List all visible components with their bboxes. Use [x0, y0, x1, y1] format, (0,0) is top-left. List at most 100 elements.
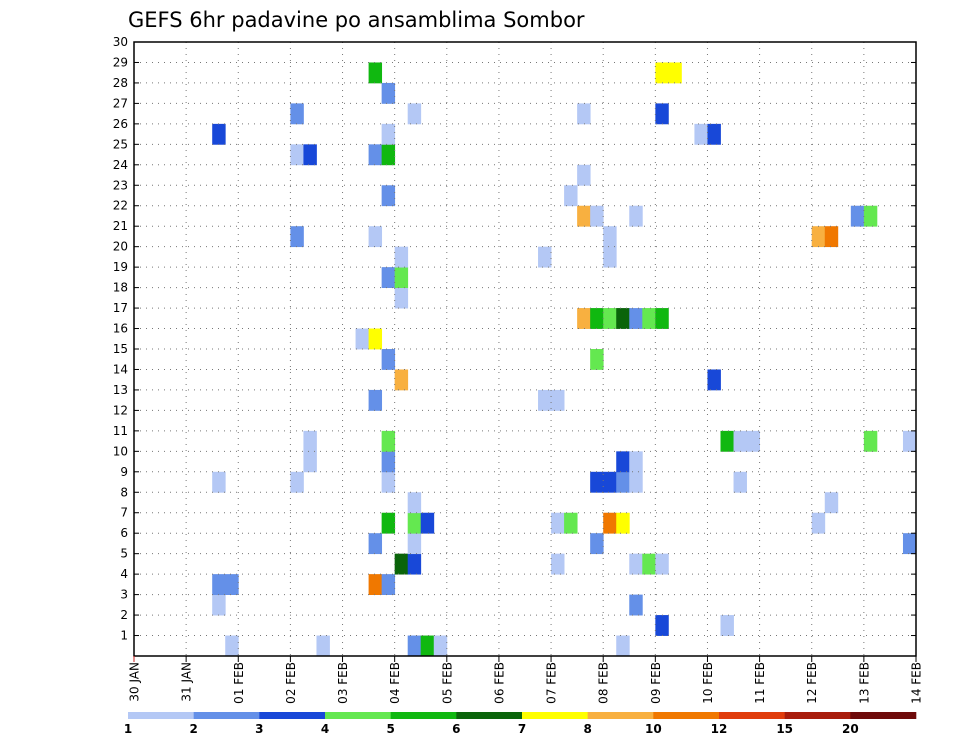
heatmap-cell: [225, 635, 239, 657]
heatmap-cell: [381, 267, 396, 288]
heatmap-cell: [407, 103, 422, 125]
heatmap-cell: [655, 62, 669, 84]
heatmap-cell: [655, 553, 669, 575]
colorbar-label: 4: [321, 722, 329, 736]
y-tick-label: 17: [113, 301, 128, 315]
heatmap-cell: [707, 123, 721, 145]
heatmap-cell: [407, 635, 422, 657]
heatmap-cell: [212, 123, 226, 145]
y-tick-label: 28: [113, 76, 128, 90]
colorbar-segment: [522, 712, 588, 719]
heatmap-cell: [577, 205, 591, 227]
y-tick-label: 3: [120, 588, 128, 602]
heatmap-cell: [433, 635, 448, 657]
colorbar-segment: [850, 712, 917, 719]
heatmap-cell: [381, 185, 396, 207]
heatmap-cell: [381, 123, 396, 145]
heatmap-cell: [407, 492, 422, 514]
heatmap-cell: [616, 308, 630, 329]
heatmap-cell: [629, 471, 643, 493]
y-tick-label: 16: [113, 322, 128, 336]
heatmap-cell: [368, 574, 383, 595]
y-tick-label: 4: [120, 567, 128, 581]
heatmap-cell: [368, 533, 383, 555]
colorbar-label: 7: [518, 722, 526, 736]
y-tick-label: 21: [113, 219, 128, 233]
colorbar-segment: [390, 712, 457, 719]
heatmap-cell: [577, 103, 591, 125]
heatmap-cell: [290, 226, 304, 248]
heatmap-cell: [603, 246, 617, 268]
heatmap-cell: [629, 451, 643, 473]
y-axis: 1234567891011121314151617181920212223242…: [113, 35, 916, 643]
heatmap-cell: [303, 430, 317, 452]
heatmap-cell: [590, 533, 604, 555]
heatmap-cell: [407, 553, 422, 575]
y-tick-label: 12: [113, 403, 128, 417]
heatmap-cell: [616, 451, 630, 473]
y-tick-label: 6: [120, 526, 128, 540]
x-tick-label: 05 FEB: [440, 662, 454, 704]
heatmap-cell: [603, 226, 617, 248]
heatmap-cell: [733, 430, 747, 452]
colorbar-label: 12: [711, 722, 728, 736]
heatmap-cell: [564, 185, 578, 207]
heatmap-cell: [381, 451, 396, 473]
heatmap-cell: [368, 144, 383, 166]
x-tick-label: 30 JAN: [128, 662, 142, 702]
heatmap-cell: [394, 553, 409, 575]
heatmap-cell: [564, 512, 578, 534]
heatmap-cell: [655, 103, 669, 125]
x-tick-label: 04 FEB: [388, 662, 402, 704]
heatmap-cell: [902, 430, 917, 452]
x-tick-label: 13 FEB: [857, 662, 871, 704]
colorbar-label: 15: [776, 722, 793, 736]
x-tick-label: 02 FEB: [284, 662, 298, 704]
heatmap-cell: [746, 430, 760, 452]
heatmap-cell: [720, 615, 734, 636]
colorbar-segment: [719, 712, 785, 719]
heatmap-cell: [407, 512, 422, 534]
heatmap-cell: [394, 369, 409, 391]
heatmap-cell: [538, 246, 552, 268]
heatmap-cell: [212, 574, 226, 595]
heatmap-cell: [225, 574, 239, 595]
y-tick-label: 18: [113, 281, 128, 295]
x-tick-label: 06 FEB: [492, 662, 506, 704]
y-tick-label: 27: [113, 96, 128, 110]
heatmap-cell: [863, 430, 878, 452]
colorbar-label: 3: [255, 722, 263, 736]
grid-layer: [134, 41, 916, 656]
heatmap-cell: [642, 553, 656, 575]
y-tick-label: 24: [113, 158, 128, 172]
heatmap-cell: [316, 635, 330, 657]
heatmap-cell: [603, 512, 617, 534]
y-tick-label: 13: [113, 383, 128, 397]
heatmap-cell: [394, 287, 409, 309]
heatmap-cell: [590, 205, 604, 227]
colorbar-segment: [193, 712, 260, 719]
heatmap-cell: [212, 471, 226, 493]
colorbar-label: 1: [124, 722, 132, 736]
colorbar-label: 6: [452, 722, 460, 736]
heatmap-cell: [368, 226, 383, 248]
heatmap-cell: [590, 308, 604, 329]
heatmap-cell: [694, 123, 708, 145]
heatmap-cell: [368, 328, 383, 350]
y-tick-label: 22: [113, 199, 128, 213]
x-tick-label: 14 FEB: [910, 662, 924, 704]
colorbar-segment: [259, 712, 326, 719]
heatmap-cell: [290, 103, 304, 125]
heatmap-cell: [551, 553, 565, 575]
heatmap-cell: [902, 533, 917, 555]
x-tick-label: 11 FEB: [753, 662, 767, 704]
x-tick-label: 09 FEB: [649, 662, 663, 704]
colorbar-segment: [587, 712, 654, 719]
heatmap-cell: [863, 205, 878, 227]
heatmap-cell: [551, 512, 565, 534]
heatmap-cell: [616, 635, 630, 657]
x-tick-label: 12 FEB: [805, 662, 819, 704]
heatmap-cell: [668, 62, 682, 84]
heatmap-cell: [603, 308, 617, 329]
x-tick-label: 08 FEB: [597, 662, 611, 704]
